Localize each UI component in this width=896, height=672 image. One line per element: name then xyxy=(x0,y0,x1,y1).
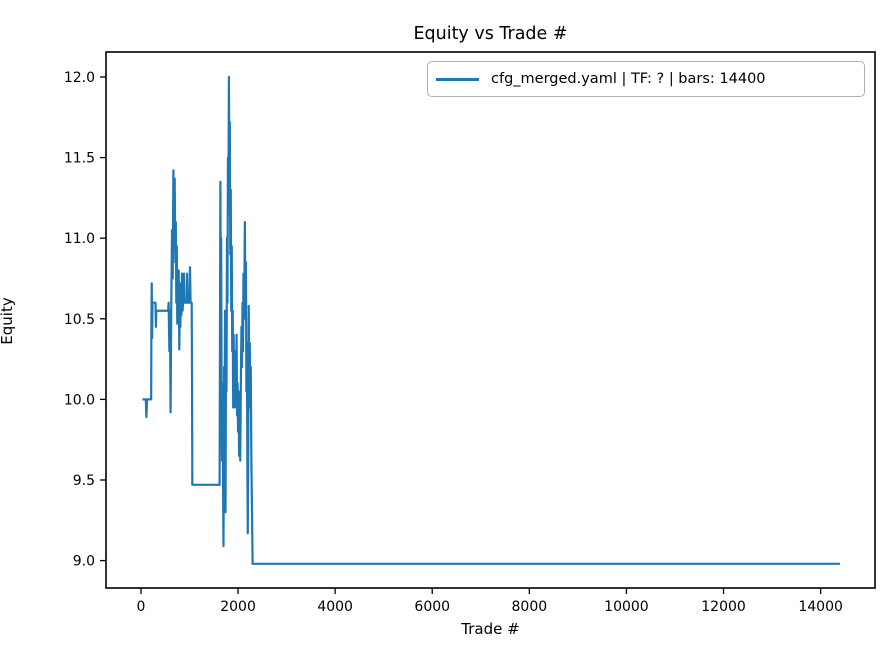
y-tick-label: 12.0 xyxy=(64,70,95,86)
y-tick-label: 10.0 xyxy=(64,392,95,408)
legend: cfg_merged.yaml | TF: ? | bars: 14400 xyxy=(427,61,865,97)
x-tick-label: 2000 xyxy=(220,599,256,615)
x-tick-label: 14000 xyxy=(798,599,843,615)
x-axis-label: Trade # xyxy=(461,620,520,638)
legend-entry-label: cfg_merged.yaml | TF: ? | bars: 14400 xyxy=(491,71,766,87)
y-tick-label: 10.5 xyxy=(64,312,95,328)
chart-title: Equity vs Trade # xyxy=(413,24,568,44)
equity-line xyxy=(142,75,841,565)
y-tick-label: 9.0 xyxy=(73,554,95,570)
plot-spines xyxy=(105,51,876,589)
x-tick-label: 4000 xyxy=(317,599,353,615)
y-tick-label: 11.0 xyxy=(64,231,95,247)
x-tick-label: 8000 xyxy=(512,599,548,615)
y-tick-label: 11.5 xyxy=(64,151,95,167)
x-tick-label: 6000 xyxy=(414,599,450,615)
x-tick-label: 10000 xyxy=(604,599,649,615)
y-axis-label: Equity xyxy=(0,297,16,345)
x-tick-label: 0 xyxy=(136,599,145,615)
legend-line-swatch xyxy=(436,77,479,81)
y-tick-label: 9.5 xyxy=(73,473,95,489)
x-tick-label: 12000 xyxy=(701,599,746,615)
